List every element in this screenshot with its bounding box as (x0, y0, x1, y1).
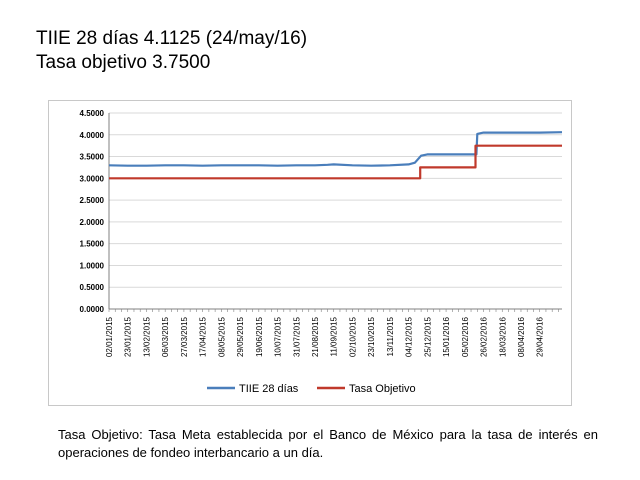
line-chart: 4.5000 4.0000 3.5000 3.0000 2.5000 2.0000 1.50… (80, 109, 563, 395)
x-tick-label: 23/10/2015 (367, 316, 376, 357)
y-tick-label: 3.5000 (80, 153, 105, 162)
x-tick-label: 17/04/2015 (199, 316, 208, 357)
series-line-tasa-objetivo (109, 144, 562, 180)
x-tick-label: 29/04/2016 (536, 316, 545, 357)
x-tick-label: 31/07/2015 (292, 316, 301, 357)
y-tick-label: 0.5000 (80, 283, 105, 292)
axes: 4.5000 4.0000 3.5000 3.0000 2.5000 2.0000 1.50… (80, 109, 562, 357)
series-line-tiie (108, 131, 563, 167)
x-tick-label: 05/02/2016 (461, 316, 470, 357)
x-tick-label: 08/04/2016 (517, 316, 526, 357)
y-tick-label: 4.0000 (80, 131, 105, 140)
legend-item-tasa-objetivo-label: Tasa Objetivo (349, 383, 416, 395)
x-tick-label: 13/11/2015 (386, 316, 395, 356)
x-tick-label: 21/08/2015 (311, 316, 320, 357)
x-tick-label: 26/02/2016 (480, 316, 489, 357)
x-tick-label: 23/01/2015 (124, 316, 133, 357)
y-tick-label: 1.0000 (80, 261, 105, 270)
y-tick-label: 0.0000 (80, 305, 105, 314)
x-tick-label: 27/03/2015 (180, 316, 189, 357)
x-tick-label: 06/03/2015 (161, 316, 170, 357)
y-tick-label: 2.0000 (80, 218, 105, 227)
chart-heading-tiie: TIIE 28 días 4.1125 (24/may/16) (36, 28, 308, 49)
x-tick-label: 18/03/2016 (498, 316, 507, 357)
y-tick-label: 4.5000 (80, 109, 105, 118)
x-tick-label: 11/09/2015 (330, 316, 339, 356)
x-tick-label: 02/01/2015 (105, 316, 114, 357)
chart-frame: 4.5000 4.0000 3.5000 3.0000 2.5000 2.0000 1.50… (48, 100, 572, 406)
series-lines (108, 131, 563, 180)
footnote: Tasa Objetivo: Tasa Meta establecida por… (58, 427, 598, 460)
y-tick-label: 2.5000 (80, 196, 105, 205)
y-tick-label: 1.5000 (80, 240, 105, 249)
x-tick-label: 13/02/2015 (142, 316, 151, 357)
x-tick-label: 25/12/2015 (423, 316, 432, 357)
x-tick-label: 10/07/2015 (274, 316, 283, 357)
legend-item-tiie-label: TIIE 28 días (239, 383, 299, 395)
gridlines (109, 112, 562, 310)
x-tick-label: 29/05/2015 (236, 316, 245, 357)
x-tick-label: 15/01/2016 (442, 316, 451, 357)
x-tick-label: 02/10/2015 (348, 316, 357, 357)
x-tick-label: 08/05/2015 (217, 316, 226, 357)
x-tick-label: 19/06/2015 (255, 316, 264, 357)
y-tick-label: 3.0000 (80, 174, 105, 183)
x-tick-label: 04/12/2015 (405, 316, 414, 357)
legend: TIIE 28 días Tasa Objetivo (207, 383, 416, 395)
chart-heading-tasa-objetivo: Tasa objetivo 3.7500 (36, 52, 211, 73)
